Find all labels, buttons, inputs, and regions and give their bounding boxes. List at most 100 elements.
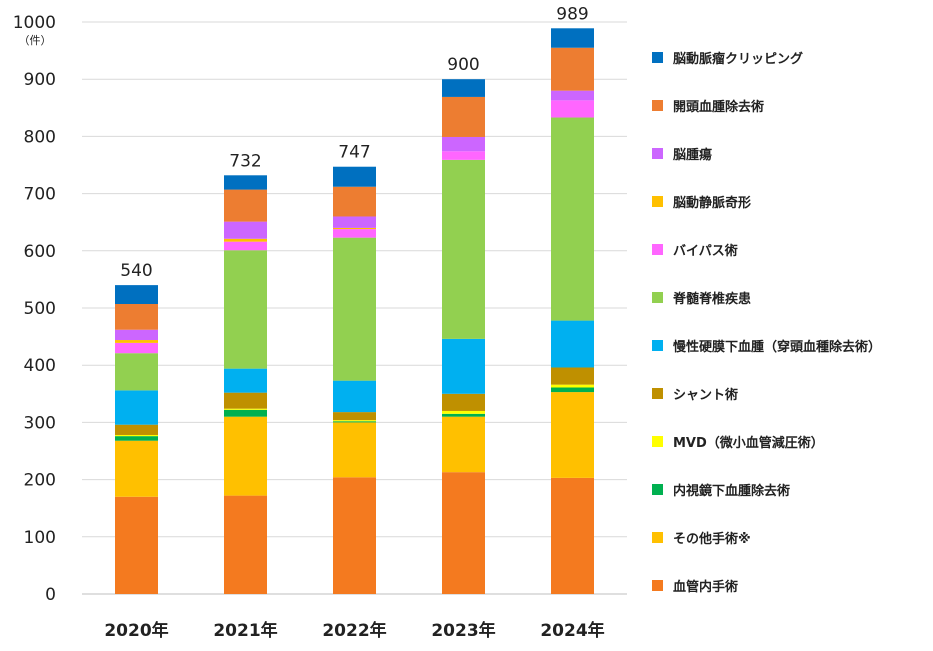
bar-total-label: 540 [120, 261, 152, 281]
legend-swatch [652, 339, 663, 351]
legend-label: その他手術※ [673, 531, 751, 547]
legend-label: バイパス術 [673, 243, 738, 259]
bar-segment [551, 47, 594, 91]
y-tick-label: 200 [24, 471, 56, 491]
legend-swatch [652, 51, 663, 63]
legend-label: 開頭血腫除去術 [673, 99, 765, 115]
bar-segment [442, 413, 485, 417]
bar-segment [333, 227, 376, 230]
legend-swatch [652, 579, 663, 591]
bar-segment [442, 338, 485, 394]
y-tick-label: 100 [24, 528, 56, 548]
bar-segment [551, 90, 594, 101]
bar-segment [551, 392, 594, 478]
legend-item: 内視鏡下血腫除去術 [652, 478, 790, 500]
legend-swatch [652, 531, 663, 543]
legend-item: 脳腫瘍 [652, 142, 712, 164]
bar-segment [442, 151, 485, 160]
x-tick-label: 2024年 [540, 620, 604, 641]
legend-item: 脊髄脊椎疾患 [652, 286, 751, 308]
bar-segment [551, 477, 594, 594]
bar-segment [115, 496, 158, 594]
bar-segment [551, 100, 594, 118]
bar-total-label: 732 [229, 151, 261, 171]
bar-segment [224, 238, 267, 242]
bar-segment [333, 477, 376, 594]
y-tick-label: 900 [24, 70, 56, 90]
legend-item: シャント術 [652, 382, 738, 404]
bar-segment [115, 342, 158, 354]
bar-segment [115, 434, 158, 437]
y-tick-label: 600 [24, 242, 56, 262]
bar-segment [551, 387, 594, 393]
bar-segment [442, 410, 485, 414]
bar-segment [224, 241, 267, 251]
bar-segment [442, 79, 485, 97]
legend-swatch [652, 99, 663, 111]
bar-segment [224, 175, 267, 190]
bar-segment [442, 96, 485, 137]
legend-item: MVD（微小血管減圧術） [652, 430, 824, 452]
bar-segment [333, 186, 376, 217]
bar-segment [551, 320, 594, 368]
legend-item: 脳動静脈奇形 [652, 190, 751, 212]
bar-total-label: 989 [556, 4, 588, 24]
bar-segment [551, 117, 594, 321]
bar-segment [224, 221, 267, 239]
legend-swatch [652, 147, 663, 159]
bar-segment [224, 416, 267, 496]
bar-segment [115, 353, 158, 391]
bar-segment [551, 28, 594, 48]
bar-segment [333, 237, 376, 381]
bar-segment [442, 472, 485, 594]
bar-segment [115, 329, 158, 341]
bar-segment [333, 421, 376, 423]
bar-segment [333, 380, 376, 413]
bar-segment [442, 393, 485, 411]
bar-segment [442, 416, 485, 473]
legend-label: 脳腫瘍 [673, 147, 713, 163]
bar-segment [115, 436, 158, 441]
bar-segment [224, 250, 267, 369]
legend-item: 慢性硬膜下血腫（穿頭血種除去術） [652, 334, 881, 356]
bar-total-label: 900 [447, 55, 479, 75]
legend-label: 脳動静脈奇形 [673, 195, 752, 211]
y-tick-label: 400 [24, 356, 56, 376]
bar-segment [333, 166, 376, 187]
bar-segment [224, 495, 267, 594]
bar-segment [115, 285, 158, 304]
legend-label: MVD（微小血管減圧術） [673, 435, 824, 451]
legend-label: 脳動脈瘤クリッピング [673, 51, 804, 67]
bar-totals: 540 732 747 900 989 [120, 4, 588, 281]
x-tick-label: 2023年 [431, 620, 495, 641]
legend-item: 脳動脈瘤クリッピング [652, 46, 803, 68]
y-axis-unit: （件） [19, 34, 52, 47]
y-tick-label: 1000 [13, 13, 56, 33]
bar-segment [551, 384, 594, 388]
x-axis-categories: 2020年 2021年 2022年 2023年 2024年 [104, 620, 604, 641]
bar-segment [551, 367, 594, 385]
y-axis-ticks: 0 100 200 300 400 500 600 700 800 900 1000 [13, 13, 56, 605]
y-tick-label: 0 [45, 585, 56, 605]
bar-segment [333, 216, 376, 228]
bar-segment [115, 440, 158, 497]
bar-segment [224, 392, 267, 409]
legend-item: バイパス術 [652, 238, 738, 260]
bar-segment [442, 159, 485, 339]
bar-segment [224, 408, 267, 410]
legend-swatch [652, 291, 663, 303]
legend-label: 脊髄脊椎疾患 [673, 291, 752, 307]
legend-swatch [652, 195, 663, 207]
legend-swatch [652, 435, 663, 447]
legend-item: その他手術※ [652, 526, 751, 548]
legend-label: シャント術 [673, 387, 739, 403]
legend-label: 血管内手術 [673, 579, 739, 595]
legend-item: 開頭血腫除去術 [652, 94, 764, 116]
x-tick-label: 2022年 [322, 620, 386, 641]
y-tick-label: 500 [24, 299, 56, 319]
y-tick-label: 300 [24, 413, 56, 433]
legend-label: 慢性硬膜下血腫（穿頭血種除去術） [673, 339, 882, 355]
bar-segment [333, 422, 376, 478]
bar-segment [115, 424, 158, 435]
